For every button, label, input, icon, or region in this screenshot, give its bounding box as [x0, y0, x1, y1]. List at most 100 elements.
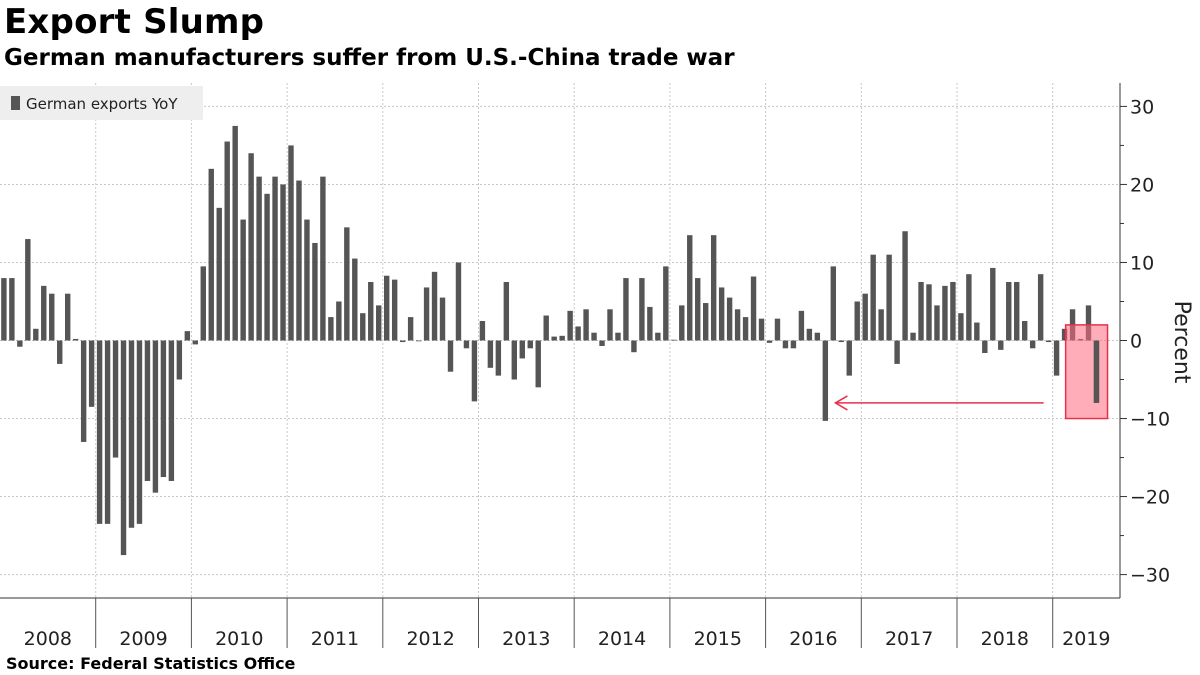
bar — [120, 340, 127, 556]
bar — [304, 219, 310, 341]
x-tick-label: 2009 — [119, 628, 167, 650]
bar — [312, 242, 318, 341]
bar — [942, 285, 948, 341]
bar — [750, 276, 757, 341]
bar — [240, 219, 246, 341]
x-tick-label: 2015 — [694, 628, 742, 650]
y-tick-label: 20 — [1130, 174, 1154, 196]
bar — [734, 309, 741, 341]
bar — [431, 271, 438, 341]
bar — [671, 339, 677, 341]
bar — [1085, 305, 1092, 341]
x-tick-label: 2013 — [502, 628, 550, 650]
bar — [248, 153, 254, 341]
bar — [184, 331, 191, 341]
bar — [1037, 274, 1044, 341]
y-tick-label: 30 — [1130, 96, 1154, 118]
bar — [25, 239, 31, 341]
y-tick-label: 10 — [1130, 252, 1154, 274]
bar — [176, 340, 183, 380]
bar — [399, 340, 406, 343]
bar — [862, 293, 868, 341]
bar — [623, 278, 629, 341]
chart-title: Export Slump — [4, 2, 265, 42]
source-note: Source: Federal Statistics Office — [6, 654, 296, 673]
bar — [663, 266, 669, 341]
bar — [200, 266, 206, 341]
bar — [543, 315, 549, 341]
chart-subtitle: German manufacturers suffer from U.S.-Ch… — [4, 45, 735, 71]
bar — [830, 266, 836, 341]
bar — [224, 141, 230, 341]
bar — [104, 340, 111, 524]
bar — [886, 254, 892, 341]
bar — [288, 145, 294, 341]
bar — [320, 176, 326, 341]
bar — [264, 193, 270, 341]
bar — [296, 180, 302, 341]
y-tick-label: −30 — [1130, 565, 1170, 587]
x-tick-label: 2012 — [406, 628, 454, 650]
bar — [535, 340, 541, 388]
y-axis-label: Percent — [1169, 301, 1194, 384]
x-tick-label: 2011 — [311, 628, 359, 650]
bar — [65, 293, 71, 341]
bar — [192, 340, 198, 345]
legend-background — [0, 86, 203, 120]
bar — [902, 231, 908, 341]
bar — [726, 297, 733, 341]
bar — [559, 335, 565, 341]
bar — [407, 317, 414, 341]
bar — [33, 328, 39, 341]
y-tick-label: 0 — [1130, 331, 1142, 353]
bar — [360, 313, 366, 341]
bar — [88, 340, 95, 407]
bar — [870, 254, 876, 341]
bar — [136, 340, 143, 524]
grid — [0, 83, 1120, 598]
bar — [934, 305, 940, 341]
bar — [782, 340, 789, 349]
bar — [926, 284, 932, 341]
bar — [495, 340, 502, 376]
bar — [854, 301, 860, 341]
bar — [894, 340, 900, 364]
bar — [96, 340, 103, 524]
x-tick-label: 2010 — [215, 628, 263, 650]
bar — [695, 278, 701, 341]
bar — [511, 340, 517, 380]
bar — [703, 303, 709, 341]
bar — [128, 340, 135, 528]
bar — [647, 306, 653, 341]
bar — [742, 317, 749, 341]
bar — [575, 326, 581, 341]
bar — [479, 320, 486, 341]
y-tick-label: −10 — [1130, 409, 1170, 431]
bar — [958, 313, 964, 341]
x-tick-label: 2018 — [981, 628, 1029, 650]
bar — [1014, 281, 1020, 341]
bar — [455, 262, 462, 341]
bar — [527, 340, 533, 349]
x-tick-label: 2008 — [24, 628, 72, 650]
bar — [910, 332, 916, 341]
bar — [216, 207, 222, 341]
bar — [208, 168, 214, 341]
bar — [376, 305, 382, 341]
legend: German exports YoY — [0, 86, 203, 120]
bar — [814, 332, 821, 341]
bar — [998, 340, 1004, 350]
bar — [878, 309, 884, 341]
bar — [966, 274, 972, 341]
bar — [112, 340, 119, 458]
bar — [519, 340, 525, 359]
bar — [41, 285, 47, 341]
bar-highlighted — [1093, 340, 1100, 403]
bar — [72, 338, 79, 341]
bar — [687, 235, 693, 341]
bar — [790, 340, 797, 349]
bar — [639, 278, 645, 341]
bar — [447, 340, 454, 372]
bar — [144, 340, 151, 481]
